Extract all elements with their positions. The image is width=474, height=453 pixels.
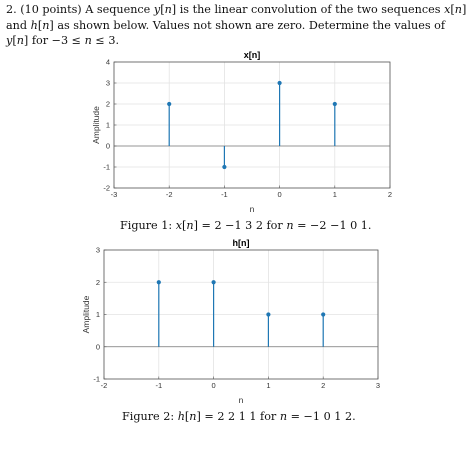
c1-xtick-label: -2 (166, 190, 173, 199)
c2-ytick-label: 1 (96, 310, 100, 319)
problem-statement: 2. (10 points) A sequence y[n] is the li… (6, 3, 467, 47)
var-n: n (84, 34, 92, 47)
c1-xtick-label: -3 (111, 190, 118, 199)
c1-xtick-label: 0 (278, 190, 282, 199)
figure1-caption: Figure 1: x[n] = 2 −1 3 2 for n = −2 −1 … (120, 219, 372, 232)
var-h: h (30, 18, 38, 32)
fig1-prefix: Figure 1: (120, 219, 176, 232)
c1-x-axis-label: n (250, 204, 255, 214)
c1-ytick-label: -2 (103, 184, 110, 193)
c2-xtick-label: 0 (212, 381, 216, 390)
problem-and: and (6, 18, 31, 32)
fig2-body: = 2 2 1 1 for (200, 410, 280, 423)
fig1-var-n: n (186, 219, 194, 232)
c2-xtick-label: 1 (266, 381, 270, 390)
c1-ytick-label: -1 (103, 163, 110, 172)
var-n: n (42, 18, 50, 32)
fig2-var-n2: n (279, 410, 288, 423)
c2-stem-marker (156, 280, 161, 285)
c1-y-axis-label: Amplitude (91, 106, 101, 144)
c1-ytick-label: 1 (106, 121, 110, 130)
c1-xtick-label: 1 (333, 190, 337, 199)
fig2-var-h: h (177, 410, 185, 423)
figure2-caption: Figure 2: h[n] = 2 2 1 1 for n = −1 0 1 … (122, 410, 356, 423)
c2-y-axis-label: Amplitude (81, 295, 91, 333)
fig1-body: = 2 −1 3 2 for (197, 219, 287, 232)
var-n: n (16, 34, 24, 47)
c2-x-axis-label: n (239, 395, 244, 405)
c2-stem-marker (211, 280, 216, 285)
c1-ytick-label: 4 (106, 58, 110, 67)
var-n: n (164, 3, 172, 16)
c2-ytick-label: -1 (93, 375, 100, 384)
problem-range-end: ≤ 3. (91, 34, 120, 47)
fig2-prefix: Figure 2: (122, 410, 178, 423)
fig2-var-n: n (189, 410, 197, 423)
var-y: y (153, 3, 161, 16)
c2-ytick-label: 3 (96, 246, 100, 255)
c2-xtick-label: -2 (101, 381, 108, 390)
c1-stem-marker (277, 80, 282, 86)
problem-as: as shown below. Values not shown are zer… (53, 18, 445, 32)
fig1-vals: = −2 −1 0 1. (293, 219, 372, 232)
c1-stem-marker (167, 101, 172, 107)
var-x: x (444, 3, 451, 16)
c1-chart-title: x[n] (244, 50, 261, 60)
c2-xtick-label: 2 (321, 381, 325, 390)
c2-stem-marker (321, 312, 326, 317)
problem-lead: 2. (10 points) A sequence (6, 3, 154, 16)
c2-xtick-label: 3 (376, 381, 380, 390)
c2-ytick-label: 0 (96, 342, 100, 351)
c1-ytick-label: 2 (106, 100, 110, 109)
c1-stem-marker (332, 101, 337, 107)
c1-stem-marker (222, 164, 227, 170)
fig1-var-n2: n (286, 219, 294, 232)
fig1-var-x: x (175, 219, 182, 232)
c2-stem-marker (266, 312, 271, 317)
c1-xtick-label: 2 (388, 190, 392, 199)
fig2-vals: = −1 0 1 2. (287, 410, 356, 423)
problem-for: for −3 ≤ (28, 34, 85, 47)
c2-ytick-label: 2 (96, 278, 100, 287)
c2-xtick-label: -1 (155, 381, 162, 390)
problem-mid: is the linear convolution of the two seq… (176, 3, 445, 16)
var-n: n (454, 3, 462, 16)
c1-ytick-label: 0 (106, 142, 110, 151)
var-y: y (6, 34, 13, 47)
c1-xtick-label: -1 (221, 190, 228, 199)
c2-chart-title: h[n] (233, 238, 250, 248)
c1-ytick-label: 3 (106, 79, 110, 88)
